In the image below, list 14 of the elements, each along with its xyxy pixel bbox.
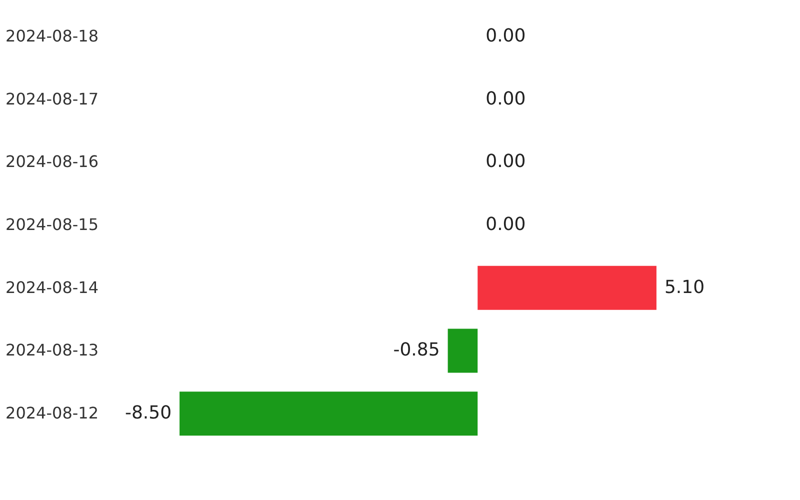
data-label: 0.00	[486, 214, 526, 235]
data-label: -8.50	[124, 402, 172, 424]
y-tick-label: 2024-08-14	[6, 278, 98, 297]
y-tick-label: 2024-08-13	[6, 340, 98, 360]
y-tick-label: 2024-08-16	[6, 152, 98, 172]
y-tick-label: 2024-08-12	[6, 404, 98, 423]
y-tick-label: 2024-08-18	[6, 26, 98, 46]
data-label: 5.10	[664, 276, 705, 298]
y-tick-label: 2024-08-17	[6, 89, 98, 108]
y-tick-label: 2024-08-15	[6, 215, 98, 234]
data-label: -0.85	[393, 340, 440, 361]
data-label: 0.00	[486, 25, 526, 46]
data-label: 0.00	[486, 151, 526, 172]
data-label: 0.00	[486, 88, 526, 110]
